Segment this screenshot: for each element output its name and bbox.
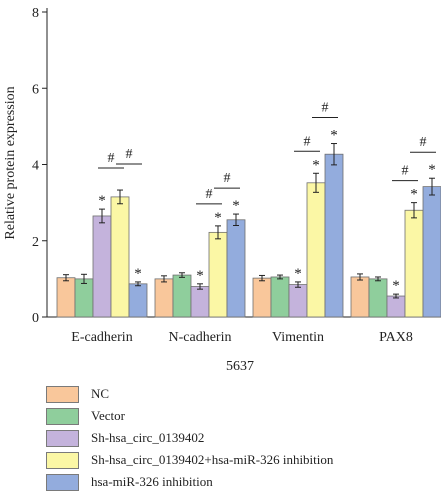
x-tick-label: PAX8 bbox=[379, 330, 413, 345]
x-tick-label: N-cadherin bbox=[169, 330, 232, 345]
legend-swatch-nc bbox=[46, 385, 79, 403]
legend-item-nc: NC bbox=[46, 385, 333, 403]
bar bbox=[252, 277, 272, 318]
bar bbox=[404, 209, 424, 318]
legend: NC Vector Sh-hsa_circ_0139402 Sh-hsa_cir… bbox=[46, 385, 333, 495]
legend-label-nc: NC bbox=[91, 386, 110, 401]
significance-asterisk: * bbox=[196, 268, 204, 284]
bar bbox=[226, 219, 246, 318]
significance-asterisk: * bbox=[232, 198, 240, 214]
bar bbox=[368, 278, 388, 318]
bars bbox=[56, 143, 441, 318]
bar bbox=[306, 182, 326, 318]
bar bbox=[56, 277, 76, 318]
legend-item-sh-circ: Sh-hsa_circ_0139402 bbox=[46, 429, 333, 447]
bar bbox=[154, 278, 174, 318]
significance-asterisk: * bbox=[98, 193, 106, 209]
legend-swatch-sh-circ-mir-inhibition bbox=[46, 451, 79, 469]
bar bbox=[110, 196, 130, 318]
bar bbox=[270, 276, 290, 318]
legend-item-mir-inhibition: hsa-miR-326 inhibition bbox=[46, 473, 333, 491]
significance-asterisk: * bbox=[294, 266, 302, 282]
bar bbox=[386, 295, 406, 318]
significance-hash: # bbox=[322, 101, 329, 116]
significance-hash: # bbox=[224, 171, 231, 186]
bar bbox=[128, 283, 148, 318]
significance-hash: # bbox=[402, 164, 409, 179]
bar bbox=[208, 231, 228, 318]
x-tick-label: E-cadherin bbox=[71, 330, 132, 345]
significance-hash: # bbox=[126, 147, 133, 162]
significance-hash: # bbox=[304, 134, 311, 149]
y-tick-label: 2 bbox=[32, 235, 39, 250]
legend-item-vector: Vector bbox=[46, 407, 333, 425]
bar bbox=[288, 284, 308, 318]
significance-asterisk: * bbox=[312, 157, 320, 173]
significance-hash: # bbox=[206, 187, 213, 202]
x-axis-label: 5637 bbox=[226, 359, 254, 374]
bar bbox=[190, 286, 210, 318]
significance-asterisk: * bbox=[410, 187, 418, 203]
y-tick-label: 8 bbox=[32, 6, 39, 21]
legend-label-mir-inhibition: hsa-miR-326 inhibition bbox=[91, 474, 213, 489]
y-tick-label: 4 bbox=[32, 159, 39, 174]
legend-swatch-sh-circ bbox=[46, 429, 79, 447]
significance-hash: # bbox=[108, 151, 115, 166]
significance-asterisk: * bbox=[392, 278, 400, 294]
significance-hash: # bbox=[420, 135, 427, 150]
significance-marks: ** *********# ####### bbox=[98, 101, 436, 294]
legend-label-sh-circ-mir-inhibition: Sh-hsa_circ_0139402+hsa-miR-326 inhibiti… bbox=[91, 452, 334, 467]
bar bbox=[74, 278, 94, 318]
bar bbox=[422, 186, 441, 318]
y-tick-label: 0 bbox=[32, 311, 39, 326]
bar bbox=[350, 276, 370, 318]
legend-item-sh-circ-mir-inhibition: Sh-hsa_circ_0139402+hsa-miR-326 inhibiti… bbox=[46, 451, 333, 469]
legend-label-sh-circ: Sh-hsa_circ_0139402 bbox=[91, 430, 205, 445]
bar bbox=[324, 153, 344, 318]
significance-asterisk: * bbox=[214, 210, 222, 226]
x-tick-label: Vimentin bbox=[272, 330, 324, 345]
legend-swatch-vector bbox=[46, 407, 79, 425]
legend-swatch-mir-inhibition bbox=[46, 473, 79, 491]
significance-asterisk: * bbox=[428, 162, 436, 178]
axes: 0 2 4 6 8 E-cadherin N-cadherin Vimentin PAX8 bbox=[32, 6, 441, 345]
bar-chart: 0 2 4 6 8 E-cadherin N-cadherin Vimentin PAX8 * *… bbox=[3, 6, 441, 374]
significance-asterisk: * bbox=[134, 266, 142, 282]
bar bbox=[92, 215, 112, 318]
y-axis-label: Relative protein expression bbox=[3, 86, 18, 239]
y-tick-label: 6 bbox=[32, 82, 39, 97]
legend-label-vector: Vector bbox=[91, 408, 125, 423]
significance-asterisk: * bbox=[330, 128, 338, 144]
bar bbox=[172, 274, 192, 318]
